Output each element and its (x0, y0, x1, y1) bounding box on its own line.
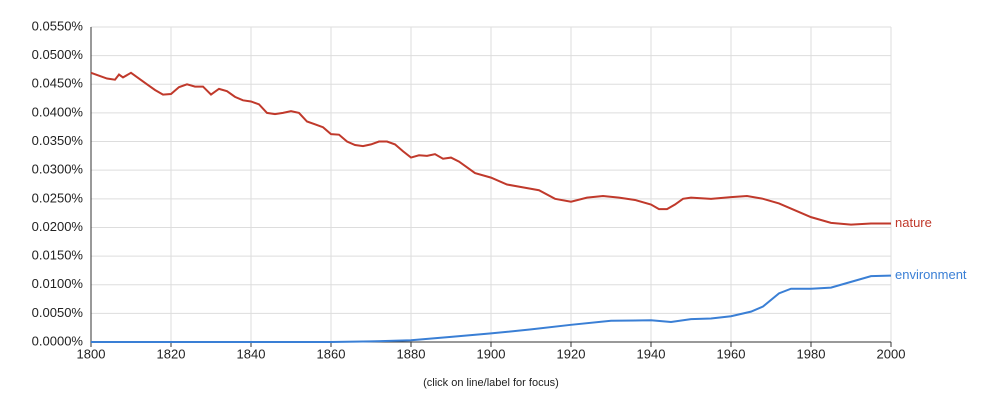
series-label[interactable]: nature (895, 215, 932, 230)
x-tick-label: 1880 (397, 346, 426, 361)
x-tick-label: 1860 (317, 346, 346, 361)
y-tick-label: 0.0300% (32, 162, 84, 177)
x-tick-label: 1800 (77, 346, 106, 361)
y-tick-label: 0.0500% (32, 47, 84, 62)
x-tick-label: 1940 (637, 346, 666, 361)
y-tick-label: 0.0550% (32, 18, 84, 33)
series-line (91, 274, 892, 343)
x-tick-label: 1820 (157, 346, 186, 361)
x-tick-label: 2000 (877, 346, 906, 361)
x-tick-label: 1960 (717, 346, 746, 361)
series-line (90, 71, 891, 226)
y-tick-label: 0.0350% (32, 133, 84, 148)
y-tick-label: 0.0100% (32, 276, 84, 291)
x-tick-label: 1840 (237, 346, 266, 361)
y-tick-label: 0.0050% (32, 305, 84, 320)
y-tick-label: 0.0200% (32, 219, 84, 234)
x-tick-label: 1920 (557, 346, 586, 361)
y-tick-label: 0.0400% (32, 104, 84, 119)
x-tick-label: 1900 (477, 346, 506, 361)
y-tick-label: 0.0000% (32, 333, 84, 348)
x-tick-label: 1980 (797, 346, 826, 361)
footnote: (click on line/label for focus) (423, 377, 559, 389)
series-label[interactable]: environment (895, 267, 967, 282)
y-tick-label: 0.0450% (32, 76, 84, 91)
y-tick-label: 0.0150% (32, 248, 84, 263)
y-tick-label: 0.0250% (32, 190, 84, 205)
